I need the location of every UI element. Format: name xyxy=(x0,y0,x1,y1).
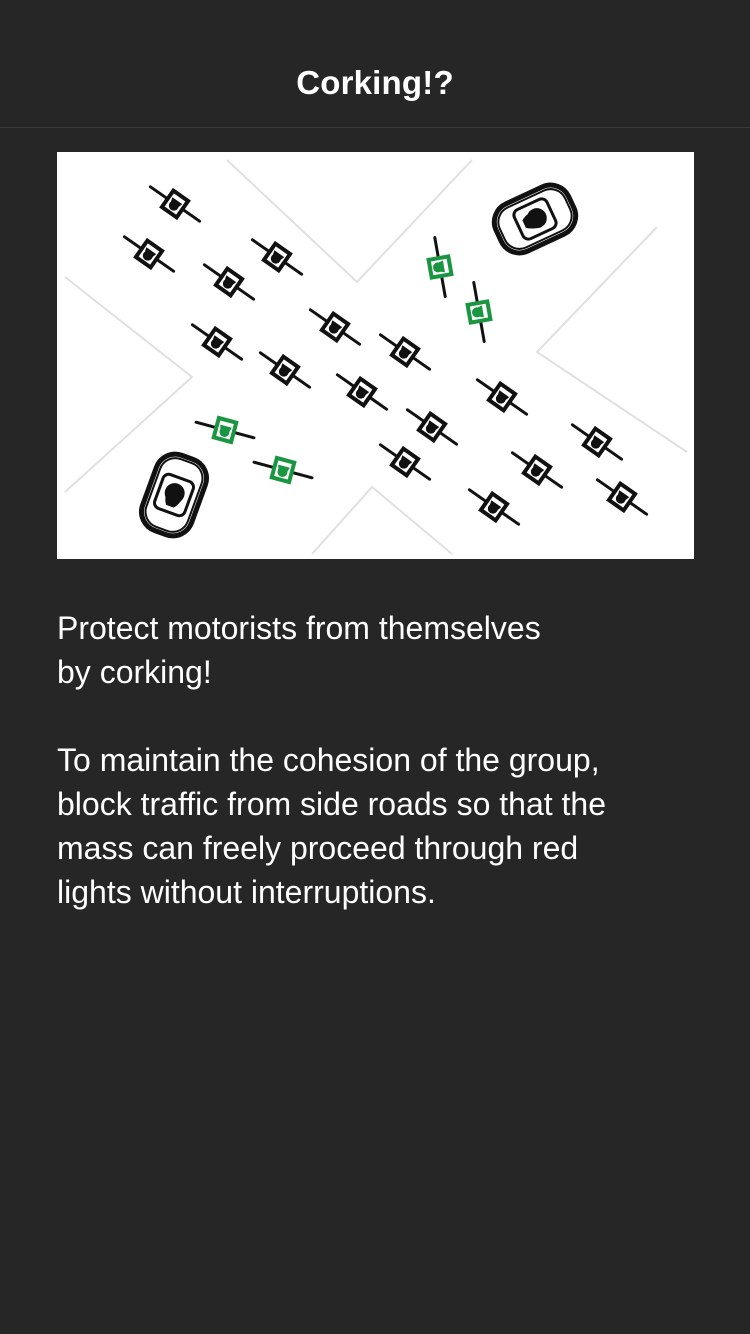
cyclist-icon xyxy=(252,342,318,398)
cyclist-icon xyxy=(469,369,535,425)
cyclist-icon xyxy=(399,399,465,455)
navigation-bar: Corking!? xyxy=(0,0,750,128)
paragraph-line: block traffic from side roads so that th… xyxy=(57,786,606,822)
page-title: Corking!? xyxy=(296,64,454,101)
cyclist-icon xyxy=(589,469,655,525)
car-icon xyxy=(136,449,212,542)
explanation-paragraph: To maintain the cohesion of the group, b… xyxy=(57,738,697,914)
road-lines xyxy=(64,159,688,555)
corker-icon xyxy=(461,278,497,346)
corking-illustration xyxy=(57,152,694,559)
cyclist-icon xyxy=(302,299,368,355)
cyclist-icon xyxy=(196,254,262,310)
cyclist-icon xyxy=(372,434,438,490)
paragraph-line: Protect motorists from themselves xyxy=(57,610,541,646)
cyclist-icon xyxy=(461,479,527,535)
intro-paragraph: Protect motorists from themselves by cor… xyxy=(57,606,697,694)
cyclist-icon xyxy=(329,364,395,420)
illustration-canvas xyxy=(64,159,688,555)
paragraph-line: To maintain the cohesion of the group, xyxy=(57,742,600,778)
cyclist-icon xyxy=(504,442,570,498)
corker-icon xyxy=(249,450,317,490)
cyclist-icon xyxy=(116,226,182,282)
paragraph-line: by corking! xyxy=(57,654,212,690)
corker-icon xyxy=(191,410,259,450)
cyclist-icon xyxy=(372,324,438,380)
corker-icon xyxy=(422,233,458,301)
cyclist-icon xyxy=(184,314,250,370)
paragraph-line: mass can freely proceed through red xyxy=(57,830,579,866)
cyclist-icon xyxy=(142,176,208,232)
paragraph-line: lights without interruptions. xyxy=(57,874,436,910)
cyclist-icon xyxy=(244,229,310,285)
content-text: Protect motorists from themselves by cor… xyxy=(57,606,697,914)
car-icon xyxy=(488,179,582,260)
cyclist-icon xyxy=(564,414,630,470)
